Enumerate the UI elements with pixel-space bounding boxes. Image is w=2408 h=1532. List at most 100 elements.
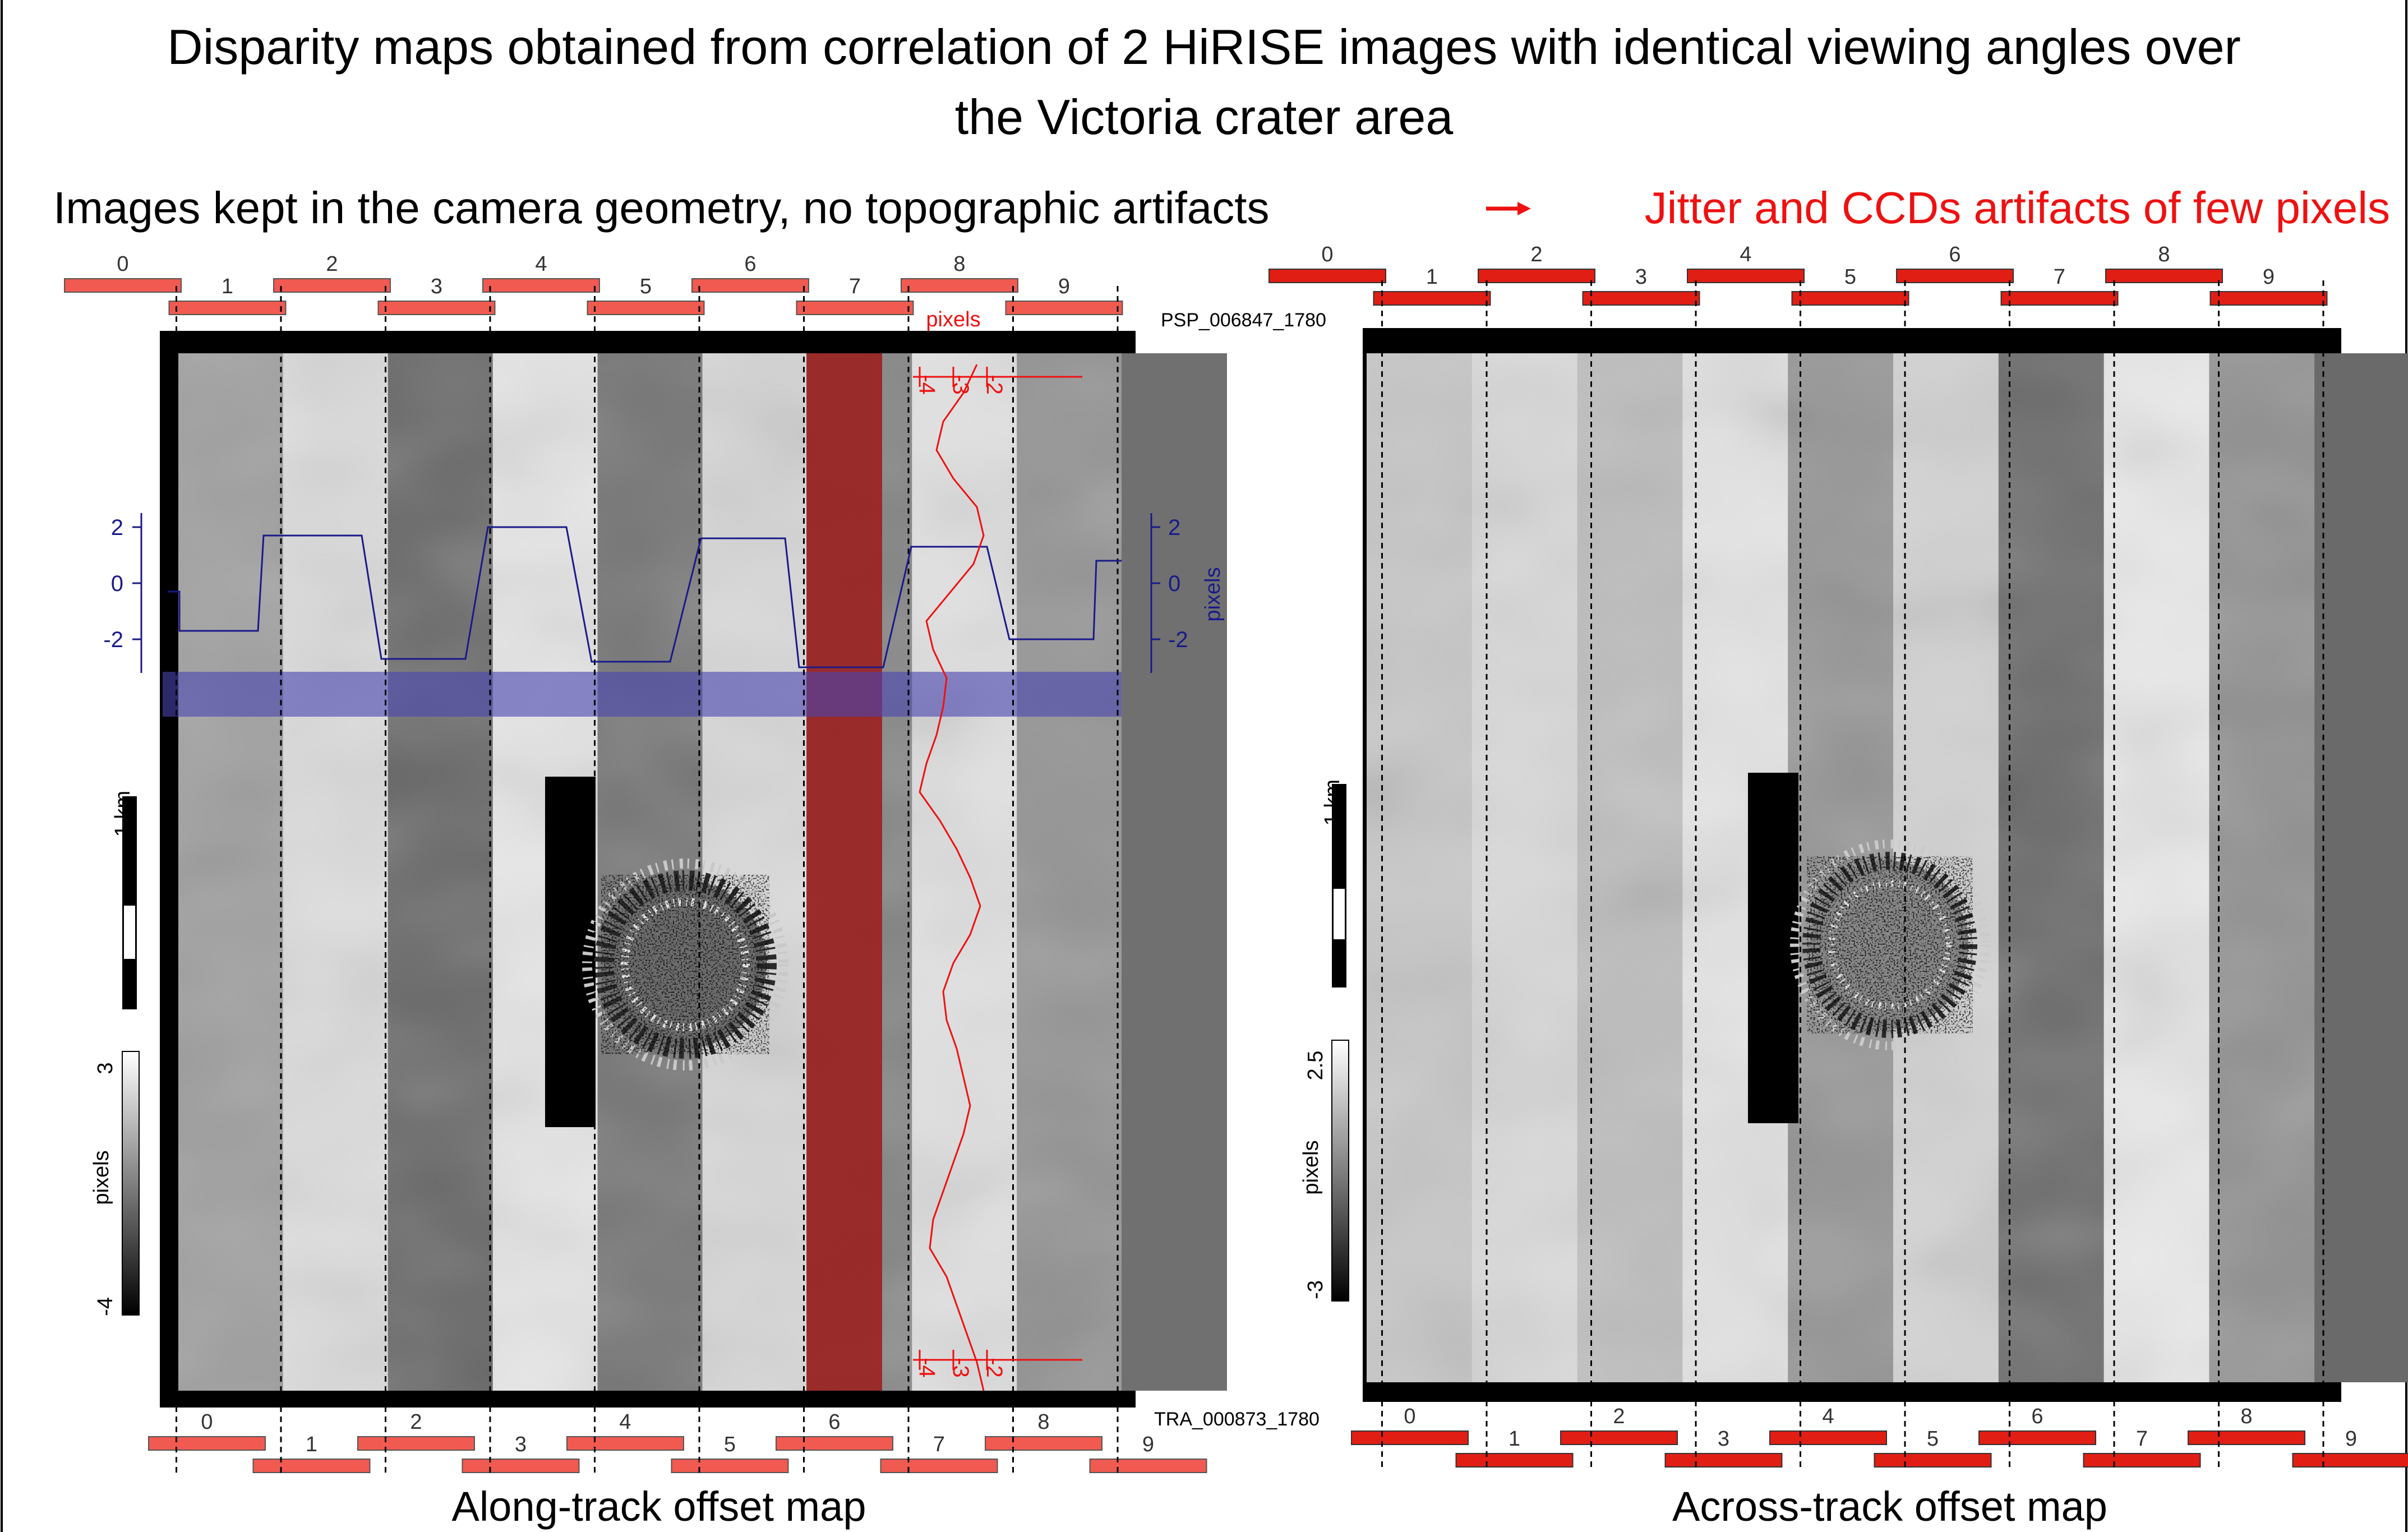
vertical-profile-axis-bottom: -4 -3 -2 (913, 1350, 1082, 1378)
ccd-bar-7 (796, 301, 914, 315)
h-tick-label--2: -2 (103, 627, 123, 652)
ccd-bar-7 (880, 1459, 998, 1473)
ccd-number-9: 9 (2263, 265, 2275, 289)
h-tick-label--2: -2 (1168, 627, 1188, 652)
along-track-offset-map (160, 286, 1227, 1475)
ccd-number-3: 3 (1718, 1427, 1729, 1451)
colorbar-right: 2.5 -3 pixels (1299, 1040, 1349, 1302)
ccd-number-8: 8 (2240, 1405, 2252, 1428)
red-arrow-icon (1486, 202, 1531, 215)
colorbar-left: 3 -4 pixels (90, 1051, 140, 1316)
ccd-number-4: 4 (619, 1410, 631, 1434)
ccd-number-5: 5 (640, 275, 652, 298)
ccd-bar-5 (671, 1459, 789, 1473)
ccd-number-6: 6 (1949, 243, 1960, 266)
ccd-bar-4 (482, 278, 600, 293)
figure-title-line-2: the Victoria crater area (954, 89, 1454, 145)
mask-block-right (1748, 773, 1798, 1123)
ccd-bar-3 (1664, 1453, 1783, 1468)
ccd-number-0: 0 (1404, 1405, 1415, 1428)
horizontal-profile-axis-label: pixels (1201, 567, 1225, 621)
ccd-number-6: 6 (828, 1410, 840, 1434)
ccd-number-1: 1 (306, 1433, 317, 1456)
ccd-number-0: 0 (1321, 243, 1333, 266)
ccd-bar-2 (273, 278, 391, 293)
caption-right: Across-track offset map (1672, 1483, 2107, 1530)
v-tick-label--2: -2 (982, 375, 1007, 395)
ccd-bar-0 (1268, 269, 1386, 283)
ccd-bar-3 (462, 1459, 580, 1473)
figure-title-line-1: Disparity maps obtained from correlation… (167, 19, 2241, 75)
v-tick-label--4: -4 (915, 1358, 939, 1378)
ccd-bar-6 (1896, 269, 2014, 283)
vertical-profile-axis-top: -4 -3 -2 (913, 367, 1082, 395)
colorbar-left-label: pixels (90, 1150, 113, 1205)
ccd-number-6: 6 (2031, 1405, 2043, 1428)
ccd-number-7: 7 (849, 275, 861, 298)
colorbar-right-min: -3 (1304, 1280, 1327, 1299)
ccd-number-7: 7 (2054, 265, 2065, 289)
ccd-number-5: 5 (1927, 1427, 1939, 1451)
colorbar-left-max: 3 (94, 1062, 117, 1074)
ccd-bar-7 (2083, 1453, 2201, 1468)
ccd-bar-9 (2292, 1453, 2408, 1468)
ccd-bar-1 (1455, 1453, 1574, 1468)
ccd-bar-3 (377, 301, 496, 315)
image-label-top: PSP_006847_1780 (1161, 310, 1326, 331)
v-tick-label--3: -3 (948, 1358, 973, 1378)
ccd-number-5: 5 (724, 1433, 736, 1456)
scale-bar-right: 1 km (1321, 779, 1346, 988)
ccd-strip-top-left: 0 1 2 3 4 5 6 7 8 9 (64, 252, 1123, 315)
ccd-bar-2 (357, 1436, 475, 1451)
ccd-number-6: 6 (744, 252, 756, 276)
ccd-bar-1 (168, 301, 287, 315)
horizontal-profile-axis-left: 2 0 -2 (103, 513, 142, 673)
ccd-number-9: 9 (2345, 1427, 2357, 1451)
ccd-bar-2 (1478, 269, 1595, 283)
across-track-offset-map (1363, 280, 2408, 1469)
ccd-bar-1 (1373, 291, 1491, 306)
ccd-number-9: 9 (1142, 1433, 1154, 1456)
subtitle-black: Images kept in the camera geometry, no t… (53, 183, 1270, 233)
vertical-profile-line (919, 364, 985, 1391)
ccd-number-3: 3 (431, 275, 442, 298)
ccd-bar-6 (1978, 1431, 2096, 1445)
scale-bar-left: 1 km (111, 791, 137, 1009)
vertical-profile (919, 364, 985, 1391)
ccd-number-7: 7 (933, 1433, 945, 1456)
v-tick-label--3: -3 (948, 375, 973, 395)
ccd-number-8: 8 (953, 252, 965, 276)
ccd-strip-bottom-right: 0 1 2 3 4 5 6 7 8 9 (1351, 1405, 2408, 1468)
ccd-bar-8 (2105, 269, 2223, 283)
ccd-bar-4 (1687, 269, 1805, 283)
ccd-bar-8 (901, 278, 1018, 293)
ccd-bar-7 (2000, 291, 2119, 306)
h-tick-label-0: 0 (1168, 571, 1180, 596)
caption-left: Along-track offset map (452, 1483, 866, 1530)
ccd-bar-1 (252, 1459, 371, 1473)
ccd-number-4: 4 (535, 252, 547, 276)
texture-grain-right (1367, 353, 2314, 1382)
colorbar-left-min: -4 (94, 1297, 117, 1316)
ccd-bar-9 (1005, 301, 1123, 315)
ccd-strip-bottom-left: 0 1 2 3 4 5 6 7 8 9 (148, 1410, 1207, 1473)
ccd-number-2: 2 (1613, 1405, 1625, 1428)
horizontal-profile-line (168, 526, 1122, 668)
ccd-number-4: 4 (1822, 1405, 1834, 1428)
victoria-crater-right (1790, 839, 1990, 1050)
ccd-number-2: 2 (326, 252, 338, 276)
vertical-profile-axis-label: pixels (926, 308, 980, 331)
ccd-number-8: 8 (2158, 243, 2170, 266)
ccd-bar-9 (2209, 291, 2328, 306)
ccd-boundaries-left (176, 286, 1119, 1475)
subtitle-red: Jitter and CCDs artifacts of few pixels (1645, 183, 2390, 233)
ccd-bar-4 (566, 1436, 684, 1451)
image-label-bottom: TRA_000873_1780 (1154, 1409, 1320, 1430)
ccd-number-1: 1 (222, 275, 233, 298)
ccd-number-3: 3 (1635, 265, 1647, 289)
ccd-bar-0 (148, 1436, 266, 1451)
h-tick-label-0: 0 (111, 571, 123, 596)
ccd-strip-top-right: 0 1 2 3 4 5 6 7 8 9 (1268, 243, 2328, 306)
ccd-number-4: 4 (1740, 243, 1751, 266)
